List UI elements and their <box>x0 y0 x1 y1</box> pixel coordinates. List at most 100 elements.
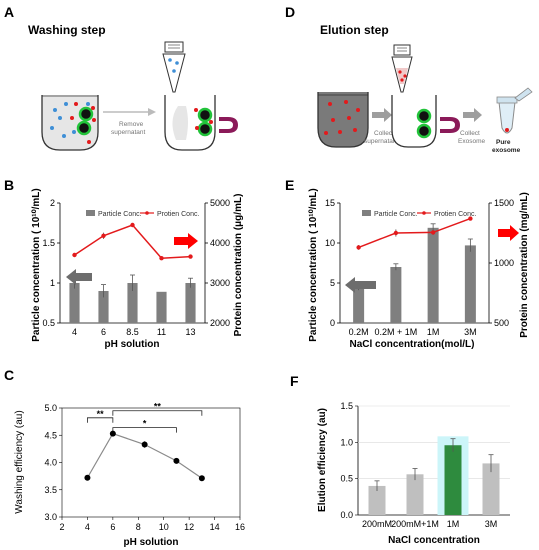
x-tick-label: 4 <box>72 327 77 337</box>
bar <box>353 287 365 323</box>
arrow-text-line2: Exosome <box>458 138 485 145</box>
data-point <box>173 457 180 464</box>
panel-A-letter: A <box>4 4 14 20</box>
panel-F-letter: F <box>290 373 299 389</box>
tube-icon <box>496 87 533 134</box>
y-tick-label: 5 <box>330 278 335 288</box>
data-point <box>141 441 148 448</box>
y-axis-label: Washing efficiency (au) <box>14 410 25 513</box>
panel-D-letter: D <box>285 4 295 20</box>
significance-bracket <box>112 410 203 416</box>
arrow-left-icon <box>66 269 92 285</box>
series-line <box>86 432 203 479</box>
significance-label: ** <box>97 409 105 419</box>
x-tick-label: 1M <box>447 519 460 529</box>
legend-label-protein: Protien Conc. <box>434 211 476 218</box>
bar <box>69 283 80 323</box>
x-tick-label: 200mM+1M <box>391 519 439 529</box>
series-line-protein <box>358 217 471 249</box>
y-axis-label: Elution efficiency (au) <box>317 408 328 512</box>
beaker-icon <box>391 95 437 148</box>
x-axis-label: NaCl concentration <box>388 535 480 546</box>
bar <box>185 283 196 323</box>
y-tick-label: 1.5 <box>42 238 55 248</box>
y-tick-label: 1.5 <box>340 401 353 411</box>
x-tick-label: 1M <box>427 327 440 337</box>
panel-D-title: Elution step <box>320 23 389 37</box>
x-axis-label: pH solution <box>105 339 160 350</box>
legend-swatch-marker <box>145 211 149 215</box>
x-tick-label: 4 <box>85 522 90 532</box>
y-tick-label: 3.5 <box>44 485 57 495</box>
legend-label-particle: Particle Conc. <box>98 211 142 218</box>
washing-diagram: Remove supernatant <box>41 41 238 151</box>
arrow-text-line1: Remove <box>119 121 144 128</box>
significance-label: * <box>143 419 147 429</box>
elution-diagram: Collect supernatant Collect Exosome <box>317 44 533 154</box>
y-right-tick-label: 4000 <box>210 238 230 248</box>
series-line-protein <box>74 224 191 259</box>
bar <box>444 445 462 515</box>
legend-swatch-bar <box>362 210 371 216</box>
magnet-icon <box>219 117 238 133</box>
y-tick-label: 5.0 <box>44 403 57 413</box>
x-tick-label: 0.2M + 1M <box>374 327 417 337</box>
chart-B: 0.5 1 1.5 2 2000 3000 4000 5000 4 6 8.5 11 13 Part… <box>31 188 244 350</box>
chart-legend: Particle Conc. Protien Conc. <box>86 210 199 218</box>
y-tick-label: 10 <box>325 238 335 248</box>
arrow-text-line1: Collect <box>374 130 394 137</box>
data-point <box>101 233 106 238</box>
bar <box>98 291 109 323</box>
bar <box>427 227 439 323</box>
arrow-text-line2: supernatant <box>364 138 399 145</box>
bar <box>368 485 386 515</box>
x-tick-label: 10 <box>159 522 169 532</box>
legend-swatch-bar <box>86 210 95 216</box>
data-point <box>72 252 77 258</box>
beaker-icon <box>41 95 99 151</box>
panel-B-letter: B <box>4 177 14 193</box>
arrow-icon <box>103 108 156 116</box>
y-tick-label: 0.5 <box>340 474 353 484</box>
data-point <box>198 475 205 482</box>
product-text-line1: Pure <box>496 139 511 146</box>
y-tick-label: 3.0 <box>44 512 57 522</box>
y-axis-label: Particle concentration ( 10¹⁰/mL) <box>308 188 319 342</box>
y-tick-label: 0.5 <box>42 318 55 328</box>
x-tick-label: 12 <box>184 522 194 532</box>
beaker-icon <box>317 92 369 148</box>
bar <box>127 283 138 323</box>
bar <box>482 463 500 515</box>
y-right-tick-label: 5000 <box>210 198 230 208</box>
legend-label-protein: Protien Conc. <box>157 211 199 218</box>
product-text-line2: exosome <box>492 147 521 154</box>
beaker-icon <box>164 95 216 151</box>
x-tick-label: 3M <box>485 519 498 529</box>
y-tick-label: 4.0 <box>44 458 57 468</box>
x-tick-label: 200mM <box>362 519 392 529</box>
y-tick-label: 1 <box>50 278 55 288</box>
legend-label-particle: Particle Conc. <box>374 211 418 218</box>
y-tick-label: 0.0 <box>340 510 353 520</box>
data-point <box>468 216 473 221</box>
arrow-icon <box>372 108 392 122</box>
chart-E: 0 5 10 15 500 1000 1500 0.2M 0.2M + 1M 1M 3M Par… <box>308 188 530 350</box>
x-tick-label: 2 <box>59 522 64 532</box>
pipette-icon <box>391 44 413 93</box>
legend-swatch-marker <box>422 211 426 215</box>
data-point <box>393 230 399 236</box>
arrow-text-line1: Collect <box>460 130 480 137</box>
x-tick-label: 11 <box>157 327 166 337</box>
x-tick-label: 14 <box>210 522 220 532</box>
y-right-tick-label: 500 <box>494 318 509 328</box>
panel-C-letter: C <box>4 367 14 383</box>
data-point <box>84 474 91 481</box>
significance-bracket <box>112 427 177 433</box>
y-right-tick-label: 1500 <box>494 198 514 208</box>
data-point <box>130 222 135 228</box>
y-right-tick-label: 3000 <box>210 278 230 288</box>
x-tick-label: 8.5 <box>126 327 139 337</box>
x-tick-label: 3M <box>464 327 477 337</box>
panel-E-letter: E <box>285 177 294 193</box>
plot-frame <box>61 407 241 518</box>
